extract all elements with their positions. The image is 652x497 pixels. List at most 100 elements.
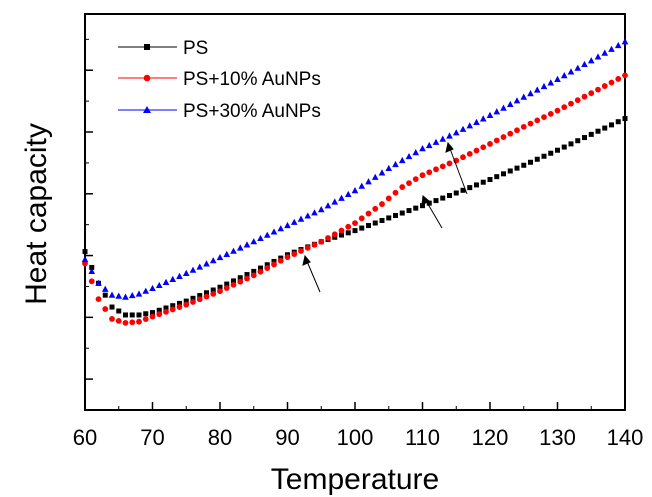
data-point [156, 307, 162, 313]
data-point [304, 244, 311, 251]
data-point [594, 53, 602, 60]
data-point [264, 262, 270, 268]
data-point [203, 293, 210, 300]
data-point [150, 310, 155, 316]
data-point [473, 118, 480, 125]
data-point [344, 190, 352, 198]
data-point [129, 312, 135, 318]
data-point [608, 79, 615, 86]
data-point [568, 141, 574, 147]
data-point [237, 275, 243, 281]
data-point [473, 147, 480, 154]
data-point [258, 265, 263, 271]
data-point [230, 247, 237, 254]
data-point [466, 150, 473, 157]
arrow-ps30-head [445, 141, 454, 153]
data-point [420, 203, 425, 209]
data-point [277, 225, 285, 232]
data-point [378, 169, 386, 176]
data-point [392, 160, 399, 168]
data-point [547, 79, 555, 86]
legend-label-ps10: PS+10% AuNPs [183, 69, 321, 90]
arrow-ps30 [448, 145, 468, 195]
legend-item-ps30: PS+30% AuNPs [118, 101, 321, 122]
data-point [331, 231, 338, 238]
data-point [88, 267, 96, 274]
data-point [533, 86, 541, 93]
data-point [419, 145, 426, 152]
data-point [466, 122, 474, 129]
data-point [284, 254, 291, 261]
data-point [459, 125, 467, 132]
data-point [501, 171, 506, 177]
data-point [460, 187, 466, 193]
data-point [371, 173, 379, 180]
legend-item-ps: PS [118, 38, 208, 59]
data-point [587, 57, 595, 64]
data-point [338, 227, 345, 234]
data-point [622, 116, 628, 122]
data-point [534, 156, 540, 162]
data-point [88, 278, 95, 285]
data-point [372, 205, 379, 212]
data-point [203, 260, 210, 267]
data-point [494, 174, 500, 180]
data-point [115, 292, 123, 299]
data-point [311, 209, 318, 216]
data-point [527, 89, 534, 97]
data-point [331, 198, 339, 205]
data-point [129, 319, 136, 326]
data-point [338, 194, 345, 201]
data-point [257, 268, 264, 275]
data-point [433, 166, 439, 173]
data-point [163, 308, 169, 315]
data-point [210, 290, 217, 297]
data-point [162, 278, 170, 286]
data-point [189, 266, 197, 273]
data-point [264, 265, 271, 271]
data-point [615, 119, 621, 125]
data-point [534, 117, 541, 124]
data-point [176, 272, 183, 279]
data-point [271, 261, 277, 268]
data-point [615, 76, 622, 82]
data-point [399, 210, 405, 216]
data-point [500, 104, 507, 111]
data-point [339, 232, 344, 238]
data-point [560, 72, 568, 79]
x-tick-label: 90 [275, 425, 299, 450]
data-point [270, 228, 278, 235]
data-point [284, 221, 291, 229]
data-point [142, 316, 149, 323]
data-point [81, 255, 89, 263]
data-point [541, 153, 547, 159]
data-point [182, 269, 190, 276]
data-point [204, 290, 209, 296]
data-point [575, 138, 581, 144]
data-point [143, 311, 149, 317]
data-point [324, 202, 332, 209]
data-point [332, 234, 338, 240]
data-point [136, 318, 142, 325]
data-point [318, 238, 325, 245]
data-point [122, 319, 129, 326]
data-point [101, 285, 109, 292]
data-point [528, 159, 533, 165]
data-point [352, 228, 358, 234]
data-point [109, 316, 115, 322]
data-point [108, 291, 116, 298]
data-point [413, 205, 419, 211]
data-point [298, 248, 304, 254]
data-point [446, 160, 453, 167]
x-tick-label: 100 [337, 425, 374, 450]
transition-arrows [302, 141, 468, 293]
data-point [520, 93, 528, 100]
data-point [263, 231, 271, 238]
data-point [365, 178, 372, 185]
data-point [540, 82, 548, 90]
legend-item-ps10: PS+10% AuNPs [118, 69, 321, 90]
series-1 [82, 116, 628, 318]
arrow-ps10-head [421, 195, 430, 206]
data-point [291, 251, 298, 257]
